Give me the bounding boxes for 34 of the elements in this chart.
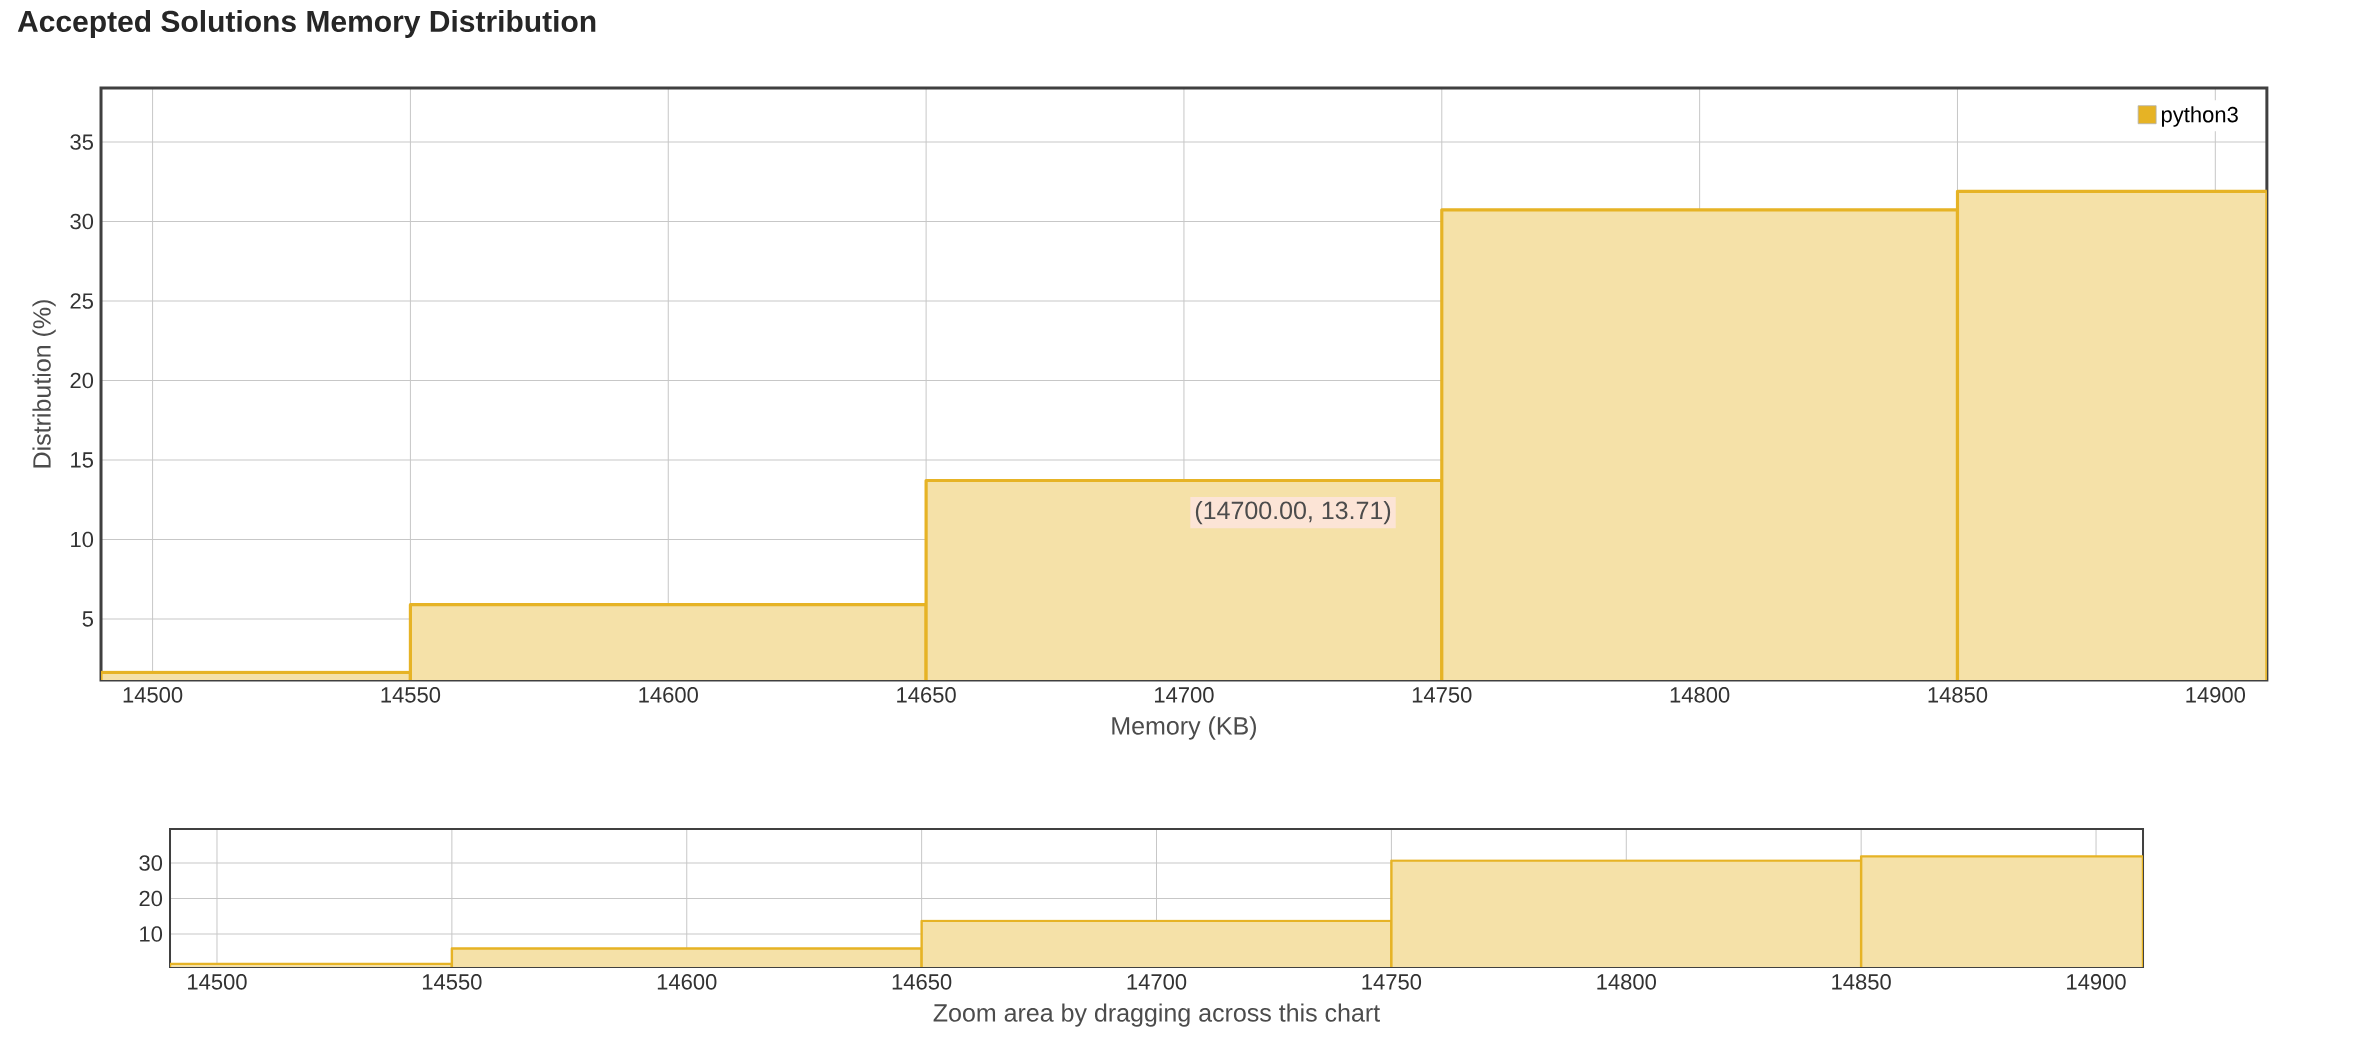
x-tick-label: 14550	[381, 687, 441, 703]
x-tick-label: 14700	[1127, 974, 1187, 990]
y-tick-label: 5	[82, 611, 93, 627]
x-tick-label: 14750	[1362, 974, 1422, 990]
x-tick-label: 14600	[657, 974, 717, 990]
y-tick-label: 20	[70, 372, 94, 389]
x-tick-label: 14650	[897, 687, 956, 703]
x-tick-label: 14700	[1155, 687, 1214, 703]
y-tick-label: 10	[71, 531, 94, 548]
y-tick-label: 30	[70, 213, 94, 230]
x-tick-label: 14900	[2186, 687, 2245, 703]
x-axis-title: Zoom area by dragging across this chart	[933, 1003, 1380, 1027]
chart-title: Accepted Solutions Memory Distribution	[17, 10, 596, 38]
y-tick-label: 20	[139, 890, 163, 907]
x-tick-label: 14500	[123, 687, 183, 703]
x-tick-label: 14500	[188, 974, 247, 990]
x-tick-label: 14800	[1597, 974, 1656, 990]
x-tick-label: 14800	[1670, 687, 1730, 703]
y-tick-label: 10	[140, 926, 163, 942]
y-tick-label: 30	[139, 855, 163, 871]
x-tick-label: 14550	[422, 974, 482, 990]
legend-label: python3	[2161, 106, 2238, 127]
annotation: (14700.00, 13.71)	[1195, 500, 1391, 525]
x-tick-label: 14850	[1832, 974, 1891, 990]
x-tick-label: 14850	[1928, 687, 1988, 703]
y-tick-label: 25	[70, 293, 93, 309]
x-tick-label: 14650	[892, 974, 952, 990]
x-axis-title: Memory (KB)	[1112, 716, 1256, 740]
x-tick-label: 14900	[2067, 974, 2126, 990]
x-tick-label: 14750	[1412, 687, 1472, 703]
x-tick-label: 14600	[639, 687, 698, 703]
y-tick-label: 35	[70, 134, 93, 150]
y-tick-label: 15	[71, 452, 93, 468]
y-axis-title: Distribution (%)	[32, 300, 56, 468]
